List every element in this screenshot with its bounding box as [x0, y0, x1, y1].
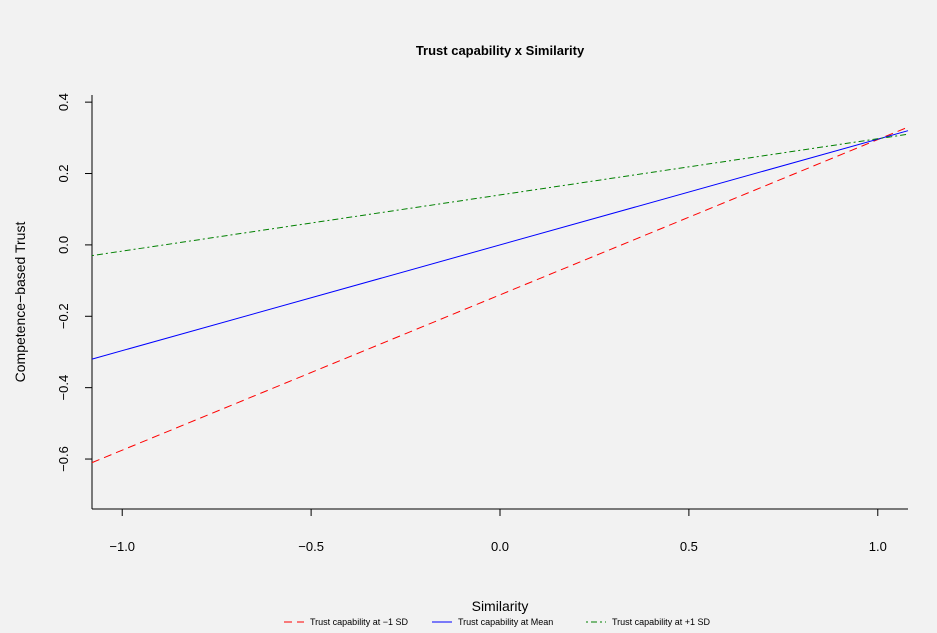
x-tick-label: 0.5	[680, 539, 698, 554]
series-line-0	[91, 126, 909, 464]
y-axis-title: Competence−based Trust	[12, 222, 28, 383]
x-axis-title: Similarity	[472, 598, 529, 614]
y-ticks: −0.6 −0.4 −0.2 0.0 0.2 0.4	[56, 93, 92, 472]
x-ticks: −1.0 −0.5 0.0 0.5 1.0	[109, 509, 887, 554]
series-line-1	[91, 130, 909, 360]
legend-label-1: Trust capability at Mean	[458, 617, 553, 627]
legend: Trust capability at −1 SD Trust capabilit…	[284, 617, 710, 627]
x-tick-label: −0.5	[298, 539, 324, 554]
y-tick-label: 0.4	[56, 93, 71, 111]
y-tick-label: −0.2	[56, 303, 71, 329]
legend-label-2: Trust capability at +1 SD	[612, 617, 710, 627]
y-tick-label: 0.0	[56, 236, 71, 254]
x-tick-label: 1.0	[869, 539, 887, 554]
series-lines	[91, 126, 909, 464]
y-tick-label: 0.2	[56, 164, 71, 182]
chart-title: Trust capability x Similarity	[416, 43, 585, 58]
x-tick-label: 0.0	[491, 539, 509, 554]
y-tick-label: −0.4	[56, 375, 71, 401]
y-tick-label: −0.6	[56, 446, 71, 472]
series-line-2	[91, 133, 909, 257]
x-tick-label: −1.0	[109, 539, 135, 554]
legend-label-0: Trust capability at −1 SD	[310, 617, 408, 627]
